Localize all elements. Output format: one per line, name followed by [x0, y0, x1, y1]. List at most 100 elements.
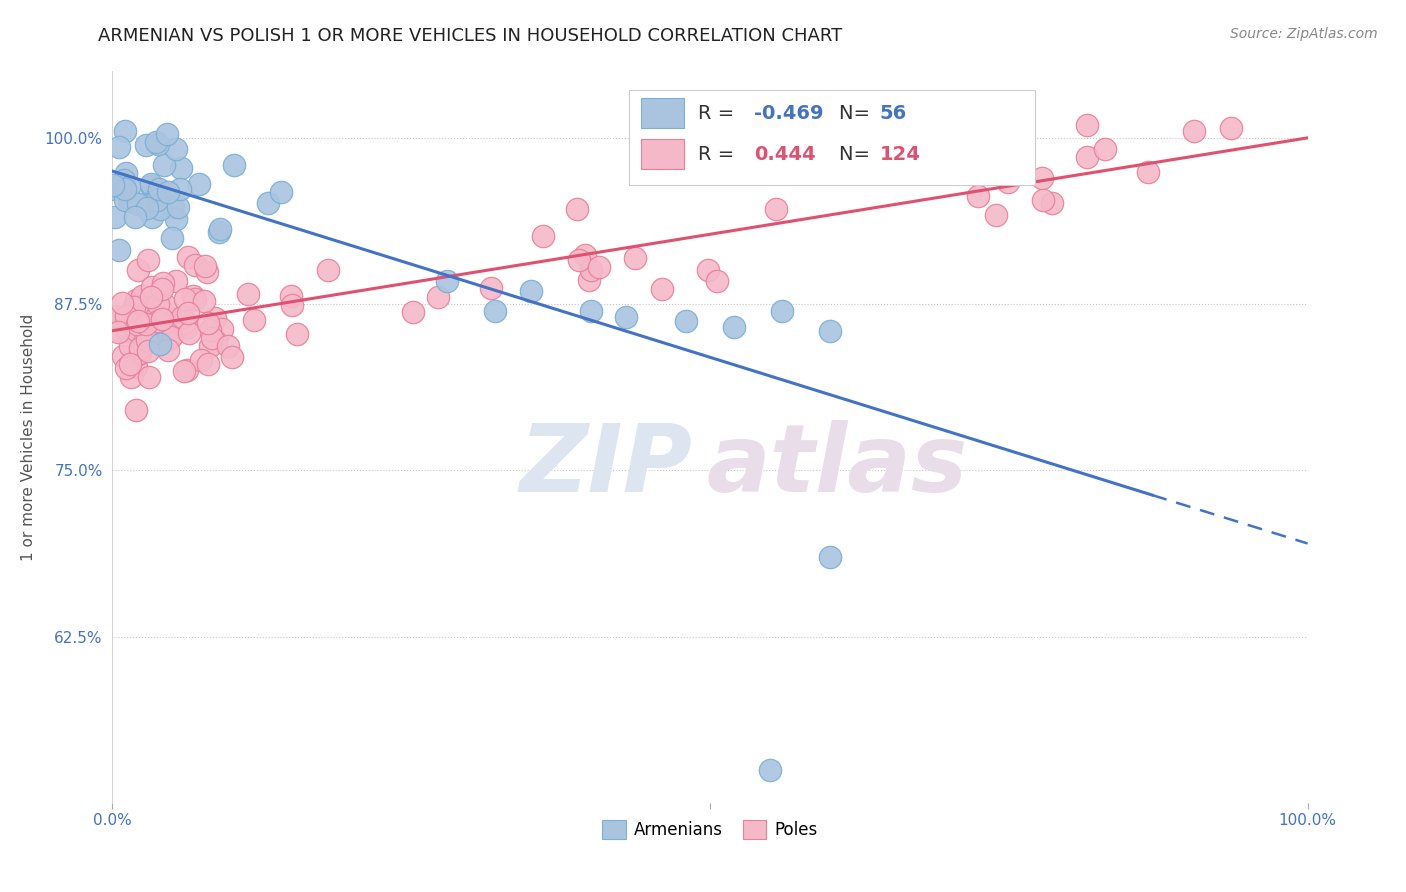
Point: [316, 262, 339, 277]
Legend: Armenians, Poles: Armenians, Poles: [596, 814, 824, 846]
Point: [170, 161, 193, 175]
Point: [114, 124, 136, 138]
Point: [177, 326, 200, 341]
Point: [118, 194, 141, 209]
Point: [141, 298, 163, 312]
Point: [173, 363, 195, 377]
Point: [1094, 142, 1116, 156]
Point: [127, 347, 149, 361]
Point: [565, 202, 588, 216]
Point: [208, 226, 231, 240]
Point: [148, 314, 170, 328]
Point: [484, 303, 506, 318]
Text: N=: N=: [839, 145, 876, 163]
Point: [257, 196, 280, 211]
Point: [197, 316, 219, 330]
Point: [198, 338, 221, 352]
Point: [125, 317, 148, 331]
Point: [141, 279, 163, 293]
Point: [153, 298, 176, 312]
Point: [125, 323, 148, 337]
Point: [1031, 170, 1053, 185]
Point: [765, 202, 787, 216]
Point: [148, 182, 170, 196]
Point: [110, 312, 132, 326]
Point: [157, 343, 180, 357]
Point: [190, 353, 212, 368]
Point: [136, 198, 159, 212]
Point: [818, 549, 841, 564]
Point: [145, 324, 167, 338]
Point: [402, 305, 425, 319]
Point: [139, 179, 162, 194]
Point: [156, 333, 179, 347]
Point: [707, 157, 730, 171]
Point: [127, 262, 149, 277]
Point: [696, 262, 718, 277]
Point: [139, 328, 162, 343]
Point: [436, 275, 458, 289]
Text: N=: N=: [839, 103, 876, 122]
Point: [136, 253, 159, 268]
Point: [1220, 120, 1243, 135]
Point: [146, 136, 169, 151]
Y-axis label: 1 or more Vehicles in Household: 1 or more Vehicles in Household: [21, 313, 37, 561]
Point: [107, 325, 129, 339]
Point: [143, 331, 166, 345]
Point: [145, 135, 167, 149]
Point: [124, 359, 146, 374]
Point: [118, 339, 141, 353]
Point: [124, 301, 146, 315]
Point: [125, 293, 148, 307]
Point: [139, 331, 162, 345]
Point: [108, 243, 131, 257]
Point: [146, 193, 169, 207]
Point: [150, 282, 173, 296]
Point: [125, 403, 148, 417]
Point: [121, 194, 143, 208]
Point: [200, 323, 222, 337]
Point: [770, 303, 793, 318]
Point: [141, 210, 163, 224]
Point: [188, 177, 211, 191]
Point: [135, 317, 157, 331]
Text: 124: 124: [880, 145, 921, 163]
Point: [104, 210, 127, 224]
Point: [1032, 193, 1054, 207]
Point: [115, 360, 138, 375]
Point: [115, 310, 138, 324]
Point: [128, 329, 150, 343]
Point: [129, 341, 152, 355]
Point: [842, 153, 865, 167]
Point: [172, 310, 194, 324]
Point: [285, 326, 308, 341]
Point: [169, 181, 191, 195]
Point: [112, 349, 135, 363]
Point: [143, 318, 166, 332]
Point: [759, 763, 782, 777]
Point: [574, 248, 596, 262]
Point: [115, 165, 138, 179]
Point: [152, 324, 174, 338]
FancyBboxPatch shape: [641, 138, 683, 169]
Point: [236, 287, 259, 301]
Point: [193, 294, 215, 309]
Point: [153, 158, 176, 172]
Point: [136, 201, 159, 215]
Point: [114, 182, 136, 196]
Text: ARMENIAN VS POLISH 1 OR MORE VEHICLES IN HOUSEHOLD CORRELATION CHART: ARMENIAN VS POLISH 1 OR MORE VEHICLES IN…: [98, 27, 842, 45]
Point: [479, 281, 502, 295]
Point: [706, 274, 728, 288]
Point: [200, 331, 222, 345]
Point: [149, 337, 172, 351]
Point: [127, 313, 149, 327]
Point: [531, 228, 554, 243]
Point: [107, 178, 129, 193]
Point: [224, 157, 246, 171]
Point: [221, 351, 243, 365]
Point: [204, 311, 226, 326]
Point: [153, 315, 176, 329]
Point: [107, 140, 129, 154]
Point: [157, 192, 180, 206]
Point: [174, 292, 197, 306]
